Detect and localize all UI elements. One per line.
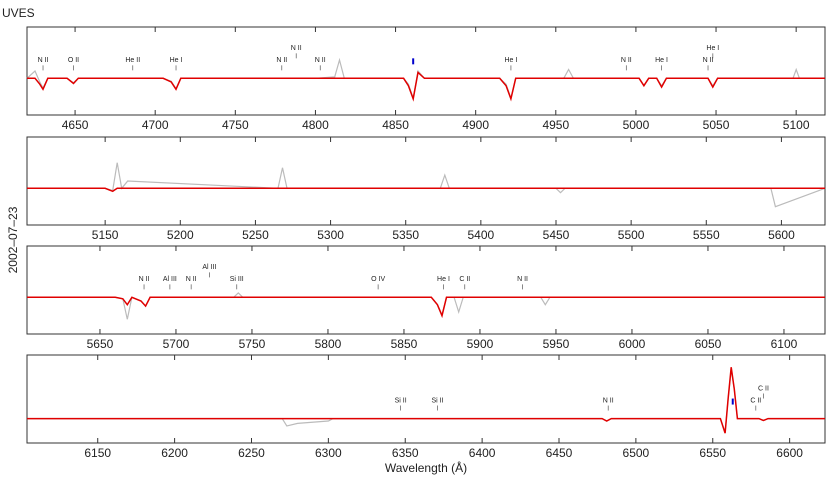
annotation-label: Si II [395, 397, 407, 404]
spectrum-line [27, 71, 825, 102]
annotation-label: N II [315, 57, 326, 64]
x-tick-label: 6100 [771, 337, 798, 351]
x-tick-label: 6600 [776, 446, 803, 460]
annotation-label: N II [621, 57, 632, 64]
spectrum-line [27, 369, 825, 433]
x-tick-label: 5650 [87, 337, 114, 351]
annotation-label: He I [655, 57, 668, 64]
plot-frame [26, 245, 826, 335]
x-tick-label: 5350 [392, 228, 419, 242]
x-tick-label: 5700 [163, 337, 190, 351]
x-tick-label: 5950 [543, 337, 570, 351]
x-tick-label: 5900 [467, 337, 494, 351]
annotation-label: Al III [163, 276, 177, 283]
x-tick-label: 6000 [619, 337, 646, 351]
x-tick-label: 5150 [92, 228, 119, 242]
x-tick-label: 4900 [462, 118, 489, 132]
chart-title: UVES [2, 6, 35, 20]
x-tick-label: 5500 [618, 228, 645, 242]
annotation-label: N II [186, 276, 197, 283]
spectrum-line [27, 367, 825, 434]
x-tick-label: 5600 [768, 228, 795, 242]
x-tick-label: 5000 [623, 118, 650, 132]
x-tick-label: 6500 [623, 446, 650, 460]
annotation-label: N II [139, 276, 150, 283]
x-tick-label: 5300 [317, 228, 344, 242]
x-tick-label: 6350 [392, 446, 419, 460]
annotation-label: Al III [202, 264, 216, 271]
x-tick-label: 5100 [783, 118, 810, 132]
annotation-label: Si II [432, 397, 444, 404]
annotation-label: O IV [371, 276, 385, 283]
x-tick-label: 6400 [469, 446, 496, 460]
annotation-label: N II [276, 57, 287, 64]
annotation-label: He I [706, 45, 719, 52]
x-tick-label: 4700 [142, 118, 169, 132]
annotation-label: N II [517, 276, 528, 283]
spectrum-line [27, 187, 825, 193]
x-tick-label: 4650 [62, 118, 89, 132]
x-tick-label: 6450 [546, 446, 573, 460]
x-tick-label: 5050 [703, 118, 730, 132]
x-tick-label: 4850 [382, 118, 409, 132]
annotation-label: Si III [230, 276, 244, 283]
annotation-label: N II [603, 397, 614, 404]
annotation-label: He I [505, 57, 518, 64]
annotation-label: N II [291, 45, 302, 52]
x-tick-label: 5200 [167, 228, 194, 242]
y-axis-label: 2002–07–23 [6, 206, 20, 273]
x-tick-label: 6200 [161, 446, 188, 460]
annotation-label: He I [170, 57, 183, 64]
x-tick-label: 4950 [542, 118, 569, 132]
annotation-label: O II [68, 57, 79, 64]
x-tick-label: 5550 [693, 228, 720, 242]
spectrum-line [27, 162, 826, 208]
annotation-label: C II [750, 397, 761, 404]
x-axis-label: Wavelength (Å) [385, 460, 467, 475]
x-tick-label: 6550 [699, 446, 726, 460]
x-tick-label: 6300 [315, 446, 342, 460]
x-tick-label: 6250 [238, 446, 265, 460]
spectrum-line [27, 296, 825, 319]
x-tick-label: 5250 [242, 228, 269, 242]
annotation-label: He II [125, 57, 140, 64]
annotation-label: N II [38, 57, 49, 64]
plot-frame [26, 26, 826, 116]
x-tick-label: 4800 [302, 118, 329, 132]
annotation-label: C II [459, 276, 470, 283]
x-tick-label: 5850 [391, 337, 418, 351]
x-tick-label: 4750 [222, 118, 249, 132]
x-tick-label: 5750 [239, 337, 266, 351]
x-tick-label: 5800 [315, 337, 342, 351]
x-tick-label: 6050 [695, 337, 722, 351]
plot-frame [26, 354, 826, 444]
x-tick-label: 5450 [543, 228, 570, 242]
annotation-label: C II [758, 385, 769, 392]
plot-frame [26, 136, 826, 226]
annotation-label: N II [703, 57, 714, 64]
annotation-label: He I [437, 276, 450, 283]
x-tick-label: 5400 [468, 228, 495, 242]
x-tick-label: 6150 [84, 446, 111, 460]
